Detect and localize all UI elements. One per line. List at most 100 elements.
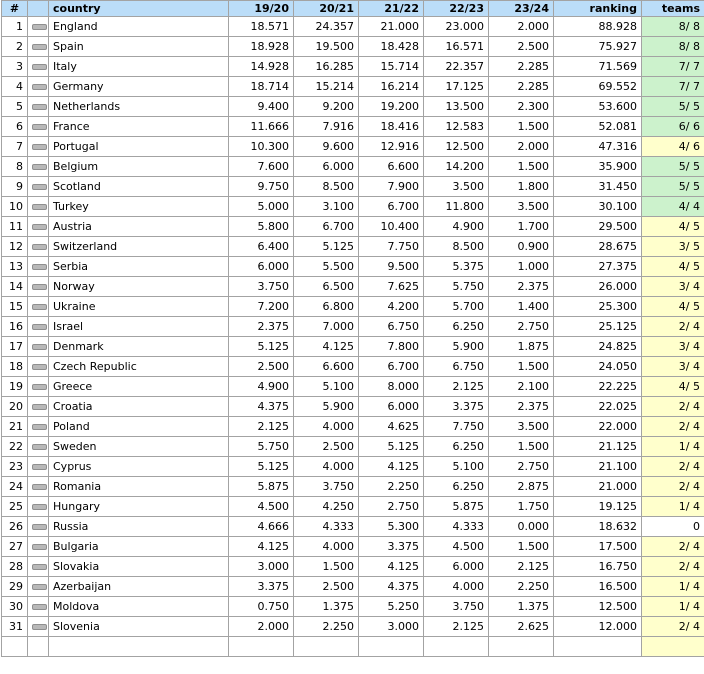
season-value-cell: 3.500 bbox=[488, 416, 554, 437]
season-value-cell: 10.300 bbox=[228, 136, 294, 157]
rank-change-cell bbox=[27, 436, 49, 457]
table-row: 15 Ukraine 7.200 6.800 4.200 5.700 1.400 25.300… bbox=[1, 296, 704, 317]
season-value-cell: 3.375 bbox=[228, 576, 294, 597]
rank-change-cell bbox=[27, 216, 49, 237]
rank-change-cell bbox=[27, 296, 49, 317]
table-row: 13 Serbia 6.000 5.500 9.500 5.375 1.000 27.375 4… bbox=[1, 256, 704, 277]
teams-cell: 8/ 8 bbox=[641, 16, 704, 37]
season-value-cell: 14.200 bbox=[423, 156, 489, 177]
rank-change-same-icon bbox=[32, 204, 47, 210]
ranking-cell: 22.000 bbox=[553, 416, 642, 437]
rank-cell: 27 bbox=[1, 536, 28, 557]
rank-change-cell bbox=[27, 36, 49, 57]
rank-change-same-icon bbox=[32, 24, 47, 30]
table-row: 19 Greece 4.900 5.100 8.000 2.125 2.100 22.225 4… bbox=[1, 376, 704, 397]
teams-cell: 3/ 5 bbox=[641, 236, 704, 257]
rank-change-same-icon bbox=[32, 504, 47, 510]
teams-cell: 3/ 4 bbox=[641, 356, 704, 377]
season-value-cell: 6.250 bbox=[423, 316, 489, 337]
table-row: 10 Turkey 5.000 3.100 6.700 11.800 3.500 30.100… bbox=[1, 196, 704, 217]
season-value-cell: 4.375 bbox=[228, 396, 294, 417]
clipped-cell bbox=[27, 636, 49, 657]
season-value-cell: 1.800 bbox=[488, 176, 554, 197]
season-value-cell: 3.500 bbox=[423, 176, 489, 197]
season-value-cell: 18.428 bbox=[358, 36, 424, 57]
season-value-cell: 8.500 bbox=[293, 176, 359, 197]
rank-change-cell bbox=[27, 116, 49, 137]
table-row: 8 Belgium 7.600 6.000 6.600 14.200 1.500 35.900… bbox=[1, 156, 704, 177]
ranking-cell: 16.500 bbox=[553, 576, 642, 597]
rank-change-cell bbox=[27, 516, 49, 537]
season-value-cell: 6.000 bbox=[228, 256, 294, 277]
season-value-cell: 1.375 bbox=[293, 596, 359, 617]
season-value-cell: 3.000 bbox=[228, 556, 294, 577]
season-value-cell: 6.250 bbox=[423, 476, 489, 497]
country-cell: Israel bbox=[48, 316, 229, 337]
season-value-cell: 4.125 bbox=[293, 336, 359, 357]
season-value-cell: 4.625 bbox=[358, 416, 424, 437]
table-row: 29 Azerbaijan 3.375 2.500 4.375 4.000 2.250 16.… bbox=[1, 576, 704, 597]
season-value-cell: 10.400 bbox=[358, 216, 424, 237]
season-value-cell: 0.750 bbox=[228, 596, 294, 617]
season-value-cell: 9.750 bbox=[228, 176, 294, 197]
rank-change-cell bbox=[27, 316, 49, 337]
clipped-cell bbox=[423, 636, 489, 657]
teams-cell: 1/ 4 bbox=[641, 596, 704, 617]
rank-change-cell bbox=[27, 336, 49, 357]
rank-cell: 24 bbox=[1, 476, 28, 497]
season-value-cell: 5.100 bbox=[293, 376, 359, 397]
country-cell: Turkey bbox=[48, 196, 229, 217]
table-row: 16 Israel 2.375 7.000 6.750 6.250 2.750 25.125 2… bbox=[1, 316, 704, 337]
country-cell: Azerbaijan bbox=[48, 576, 229, 597]
rank-change-same-icon bbox=[32, 304, 47, 310]
country-cell: Norway bbox=[48, 276, 229, 297]
clipped-cell bbox=[488, 636, 554, 657]
rank-change-cell bbox=[27, 76, 49, 97]
teams-cell: 4/ 5 bbox=[641, 216, 704, 237]
rank-cell: 12 bbox=[1, 236, 28, 257]
country-cell: France bbox=[48, 116, 229, 137]
rank-cell: 14 bbox=[1, 276, 28, 297]
rank-change-cell bbox=[27, 596, 49, 617]
rank-cell: 10 bbox=[1, 196, 28, 217]
ranking-cell: 21.125 bbox=[553, 436, 642, 457]
clipped-cell bbox=[641, 636, 704, 657]
rank-change-cell bbox=[27, 536, 49, 557]
season-value-cell: 12.916 bbox=[358, 136, 424, 157]
rank-change-same-icon bbox=[32, 184, 47, 190]
rank-cell: 1 bbox=[1, 16, 28, 37]
table-row: 17 Denmark 5.125 4.125 7.800 5.900 1.875 24.825… bbox=[1, 336, 704, 357]
rank-change-same-icon bbox=[32, 404, 47, 410]
table-row: 5 Netherlands 9.400 9.200 19.200 13.500 2.300 5… bbox=[1, 96, 704, 117]
rank-change-cell bbox=[27, 496, 49, 517]
rank-change-same-icon bbox=[32, 64, 47, 70]
season-value-cell: 5.800 bbox=[228, 216, 294, 237]
season-value-cell: 6.800 bbox=[293, 296, 359, 317]
season-value-cell: 3.750 bbox=[293, 476, 359, 497]
season-value-cell: 2.125 bbox=[423, 616, 489, 637]
country-cell: Greece bbox=[48, 376, 229, 397]
season-value-cell: 5.875 bbox=[228, 476, 294, 497]
season-value-cell: 16.571 bbox=[423, 36, 489, 57]
country-cell: Belgium bbox=[48, 156, 229, 177]
season-value-cell: 5.125 bbox=[228, 456, 294, 477]
season-value-cell: 4.500 bbox=[423, 536, 489, 557]
ranking-cell: 27.375 bbox=[553, 256, 642, 277]
rank-cell: 2 bbox=[1, 36, 28, 57]
teams-cell: 0 bbox=[641, 516, 704, 537]
country-cell: Czech Republic bbox=[48, 356, 229, 377]
ranking-cell: 18.632 bbox=[553, 516, 642, 537]
rank-change-cell bbox=[27, 156, 49, 177]
rank-cell: 15 bbox=[1, 296, 28, 317]
rank-cell: 20 bbox=[1, 396, 28, 417]
table-row: 24 Romania 5.875 3.750 2.250 6.250 2.875 21.000… bbox=[1, 476, 704, 497]
teams-cell: 1/ 4 bbox=[641, 496, 704, 517]
table-row: 2 Spain 18.928 19.500 18.428 16.571 2.500 75.92… bbox=[1, 36, 704, 57]
season-value-cell: 7.750 bbox=[423, 416, 489, 437]
table-row: 18 Czech Republic 2.500 6.600 6.700 6.750 1.50… bbox=[1, 356, 704, 377]
season-value-cell: 13.500 bbox=[423, 96, 489, 117]
table-row: 20 Croatia 4.375 5.900 6.000 3.375 2.375 22.025… bbox=[1, 396, 704, 417]
teams-cell: 5/ 5 bbox=[641, 96, 704, 117]
rank-change-same-icon bbox=[32, 144, 47, 150]
teams-cell: 5/ 5 bbox=[641, 156, 704, 177]
